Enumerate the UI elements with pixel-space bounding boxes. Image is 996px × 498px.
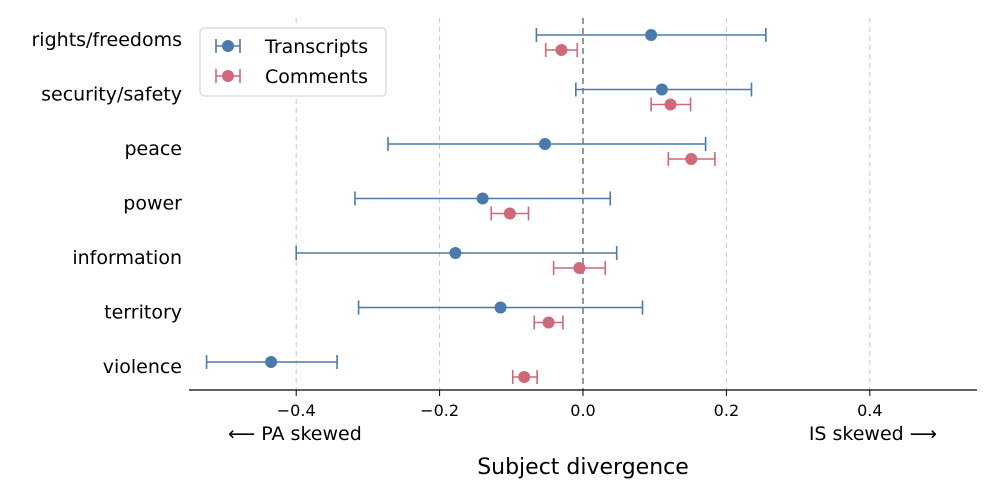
data-point: [645, 29, 658, 41]
category-label: security/safety: [41, 84, 182, 106]
legend-entry-comments: Comments: [215, 66, 368, 88]
x-axis: −0.4 −0.2 0.0 0.2 0.4: [189, 389, 977, 420]
data-point: [503, 207, 516, 220]
category-label: territory: [104, 302, 182, 324]
category-label: information: [72, 247, 182, 269]
legend-label: Transcripts: [264, 36, 368, 58]
legend-marker: [222, 40, 234, 52]
category-label: rights/freedoms: [32, 29, 183, 51]
legend-entry-transcripts: Transcripts: [215, 36, 368, 58]
data-point: [449, 247, 462, 259]
x-tick-label: −0.4: [277, 401, 316, 420]
data-point: [555, 44, 568, 56]
x-tick-label: 0.4: [857, 401, 882, 420]
series-transcripts: [205, 28, 767, 369]
data-point: [573, 262, 586, 274]
category-label: power: [123, 193, 182, 215]
data-point: [685, 153, 698, 165]
data-point: [664, 98, 677, 111]
legend-label: Comments: [265, 66, 368, 88]
category-label: violence: [103, 356, 182, 378]
x-tick-label: 0.2: [714, 401, 739, 420]
pa-skewed-annotation: ⟵ PA skewed: [228, 423, 362, 445]
data-point: [655, 83, 668, 96]
grid-lines: [295, 18, 871, 390]
data-point: [476, 192, 489, 205]
x-tick-label: 0.0: [570, 401, 595, 420]
is-skewed-annotation: IS skewed ⟶: [809, 423, 937, 445]
data-point: [538, 138, 551, 150]
data-point: [494, 301, 507, 314]
data-series: [205, 28, 767, 384]
legend-box: [199, 27, 387, 97]
x-tick-label: −0.2: [420, 401, 459, 420]
data-point: [518, 371, 531, 383]
data-point: [265, 356, 278, 368]
x-axis-title: Subject divergence: [477, 455, 689, 480]
category-labels: rights/freedoms security/safety peace power…: [32, 29, 183, 378]
legend: Transcripts Comments: [199, 27, 387, 97]
legend-marker: [222, 70, 234, 82]
category-label: peace: [124, 138, 182, 160]
series-comments: [490, 43, 716, 384]
data-point: [542, 316, 555, 329]
